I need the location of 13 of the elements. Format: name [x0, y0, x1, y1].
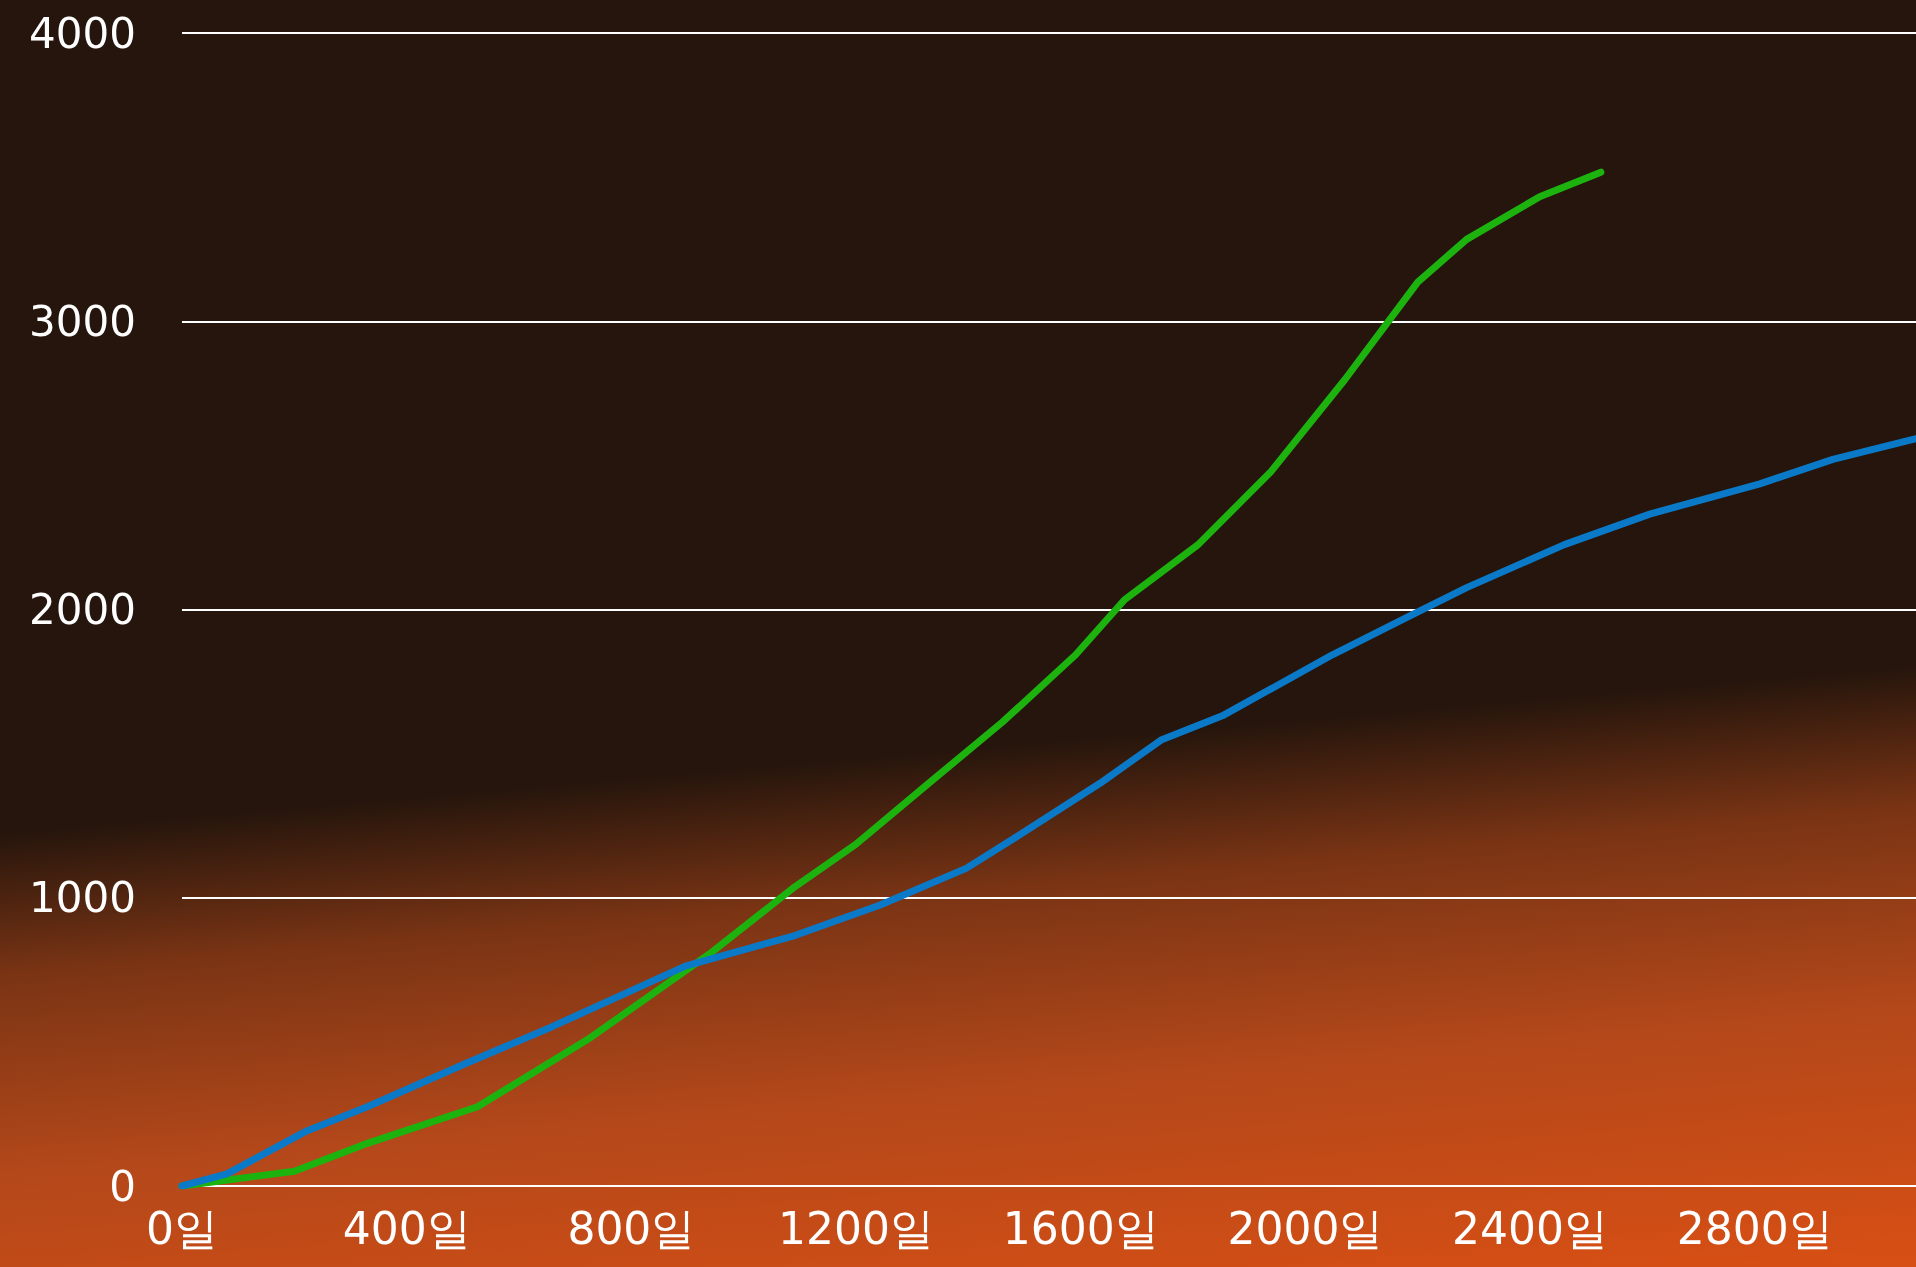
y-tick-label: 2000 [29, 585, 136, 634]
x-tick-label: 2400일 [1452, 1202, 1609, 1254]
y-tick-label: 4000 [29, 8, 136, 58]
x-tick-label: 1600일 [1002, 1202, 1159, 1254]
x-tick-label: 0일 [146, 1202, 218, 1254]
y-tick-label: 0 [109, 1161, 136, 1211]
x-tick-label: 800일 [567, 1202, 696, 1254]
y-tick-label: 3000 [29, 296, 136, 346]
x-tick-label: 2000일 [1227, 1202, 1384, 1254]
x-tick-label: 1200일 [778, 1202, 935, 1254]
x-tick-label: 400일 [342, 1202, 471, 1254]
y-tick-label: 1000 [29, 873, 136, 923]
x-tick-label: 2800일 [1676, 1202, 1833, 1254]
